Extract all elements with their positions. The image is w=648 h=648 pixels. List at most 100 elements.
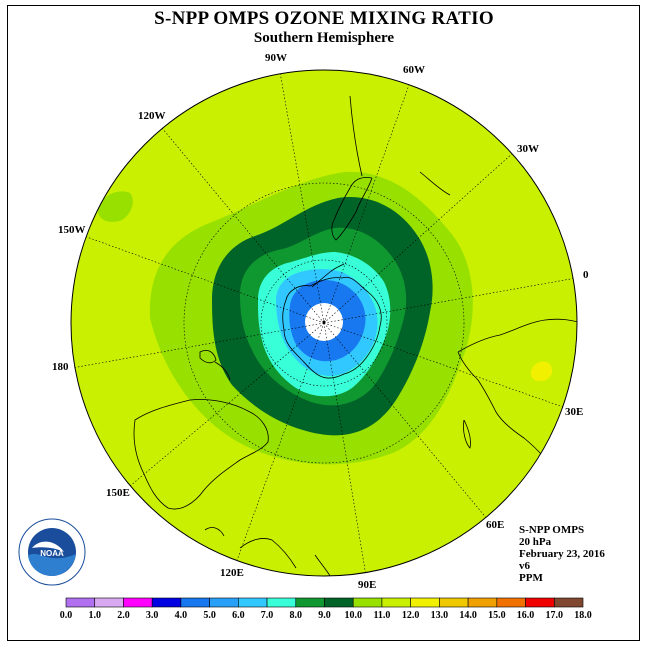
sumatra-coast [314,554,331,576]
longitude-labels: 90W 60W 30W 0 30E 60E 90E 120E 150E 180 … [52,52,589,591]
logo-text: NOAA [40,549,64,558]
plot-frame [7,5,640,641]
colorbar-swatch [467,597,498,608]
level-12-13-patch [530,361,553,382]
colorbar-label: 18.0 [574,610,592,621]
colorbar-swatch [295,597,325,608]
meridian-60e [323,322,489,521]
colorbar-swatch [553,597,584,608]
level-10-11-patch [98,191,133,222]
antarctica-coast [282,276,382,379]
meridian-60w [323,81,411,324]
noaa-logo: NOAA [18,518,86,586]
colorbar-labels: 0.0 1.0 2.0 3.0 4.0 5.0 6.0 7.0 8.0 9.0 10.0 11.0 12… [60,610,592,621]
new-zealand-north [214,361,231,381]
lon-label-150w: 150W [58,224,86,236]
colorbar-swatch [151,597,182,608]
colorbar-swatch [238,597,268,608]
colorbar-label: 17.0 [546,610,564,621]
meridian-150e [129,322,325,487]
new-zealand-south [199,350,217,364]
madagascar-coast [463,419,471,449]
hemisphere-outline [70,69,578,577]
africa-east-coast [457,351,557,475]
antarctic-peninsula [311,263,345,288]
meridian-30w [323,151,515,324]
colorbar-swatch [352,597,383,608]
ozone-field [71,70,577,576]
coastlines [133,95,577,576]
south-america-east-coast [419,171,451,196]
colorbar-swatches [65,597,584,608]
lon-label-120e: 120E [220,567,244,579]
australia-coast [133,399,269,510]
lon-label-0: 0 [583,269,589,281]
colorbar-label: 6.0 [232,610,245,621]
colorbar-label: 11.0 [373,610,390,621]
lon-label-90w: 90W [265,52,287,64]
colorbar-label: 2.0 [117,610,130,621]
latitude-circle-60s [260,259,388,387]
colorbar-label: 13.0 [431,610,449,621]
indonesia-island [204,527,225,537]
colorbar-swatch [381,597,411,608]
colorbar-swatch [65,597,96,608]
meridian-30e [323,322,567,409]
colorbar-swatch [525,597,555,608]
meridian-0 [323,277,577,324]
info-version: v6 [519,560,530,572]
colorbar-swatch [496,597,526,608]
map-subtitle: Southern Hemisphere [253,30,395,46]
latitude-circle-30s [183,182,465,464]
lon-label-30e: 30E [565,406,583,418]
colorbar-swatch [209,597,239,608]
colorbar-label: 9.0 [318,610,331,621]
lon-label-90e: 90E [358,579,376,591]
lon-label-60e: 60E [486,519,504,531]
south-america-coast [331,177,373,241]
meridian-120w [161,127,325,324]
meridian-120e [235,322,325,564]
graticule [71,71,577,576]
info-panel: S-NPP OMPS 20 hPa February 23, 2016 v6 P… [519,524,605,584]
south-america-west-coast [349,95,363,177]
colorbar-label: 1.0 [88,610,101,621]
colorbar-label: 15.0 [488,610,506,621]
indonesia-coast [239,538,297,569]
colorbar-swatch [410,597,440,608]
colorbar-swatch [180,597,210,608]
colorbar-swatch [439,597,469,608]
colorbar-label: 5.0 [203,610,216,621]
meridian-180 [71,322,325,369]
colorbar-label: 8.0 [290,610,303,621]
info-pressure: 20 hPa [519,536,552,548]
lon-label-180: 180 [52,361,69,373]
colorbar-label: 10.0 [344,610,362,621]
lon-label-30w: 30W [517,143,539,155]
info-units: PPM [519,572,543,584]
lon-label-120w: 120W [138,110,166,122]
meridian-90w [279,71,325,324]
colorbar-label: 0.0 [60,610,73,621]
colorbar-swatch [266,597,297,608]
lon-label-150e: 150E [106,487,130,499]
map-title: S-NPP OMPS OZONE MIXING RATIO [154,8,494,29]
meridian-90e [323,322,367,576]
colorbar-label: 4.0 [175,610,188,621]
lon-label-60w: 60W [403,64,425,76]
colorbar-swatch [123,597,153,608]
info-instrument: S-NPP OMPS [519,524,585,536]
colorbar-label: 7.0 [261,610,274,621]
colorbar-label: 14.0 [459,610,477,621]
colorbar-label: 12.0 [402,610,420,621]
info-date: February 23, 2016 [519,548,605,560]
colorbar-swatch [324,597,354,608]
africa-south-coast [457,318,577,353]
south-pole-marker [322,320,326,324]
colorbar-label: 16.0 [517,610,535,621]
colorbar-label: 3.0 [146,610,159,621]
colorbar-swatch [94,597,124,608]
